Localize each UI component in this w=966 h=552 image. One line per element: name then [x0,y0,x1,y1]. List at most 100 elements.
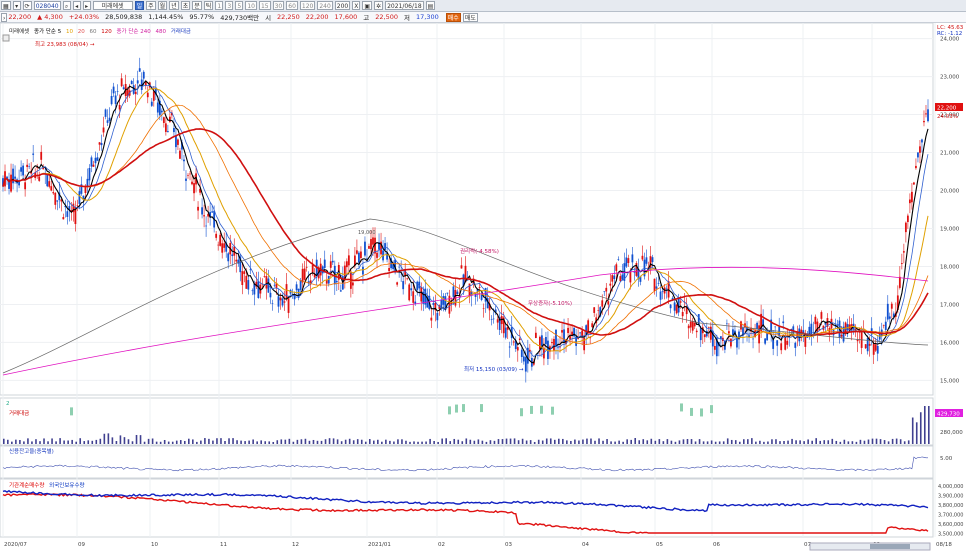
count-input[interactable]: 200 [334,1,351,10]
candle-body [776,340,779,346]
sub-indicators [2,456,929,534]
period-month[interactable]: 월 [157,1,168,10]
ma-40-line [2,104,929,345]
interval-10[interactable]: 10 [245,1,257,10]
volume-bar [453,438,456,444]
volume-bar [690,439,693,444]
volume-bar [7,439,9,444]
volume-bar [771,439,773,444]
candle-body [345,261,348,268]
quote-expand-icon[interactable]: › [1,12,8,22]
candle-body [522,356,525,362]
scrollbar-thumb[interactable] [870,544,910,549]
candle-body [325,279,328,284]
quote-ref1: 22,250 [277,13,300,21]
candle-body [923,120,925,123]
interval-120[interactable]: 120 [299,1,316,10]
period-tick[interactable]: 틱 [203,1,214,10]
volume-bar [55,441,57,444]
volume-pane[interactable] [0,397,934,446]
period-year[interactable]: 년 [169,1,179,10]
volume-bar [666,439,669,444]
ma-5-line [2,80,929,364]
volume-bar [461,441,464,444]
gear-icon[interactable]: ✲ [374,1,384,10]
volume-bar [606,439,608,444]
candle-body [593,307,596,313]
search-icon[interactable]: ⌕ [62,1,71,10]
interval-3[interactable]: 3 [225,1,234,10]
volume-bar [541,440,544,444]
candle-body [810,323,813,337]
next-icon[interactable]: ▸ [82,1,91,10]
foreign-pane[interactable] [0,478,934,538]
candle-body [512,341,515,343]
price-pane[interactable] [0,23,934,396]
candle-body [394,259,397,273]
volume-bar [823,440,826,444]
buy-button[interactable]: 매수 [445,12,461,22]
interval-1[interactable]: 1 [215,1,224,10]
price-pane-toggle-icon[interactable] [2,34,10,42]
interval-15[interactable]: 15 [258,1,271,10]
candle-body [106,120,109,123]
candle-body [104,109,107,117]
chart-type-icon[interactable]: ▾ [12,1,21,10]
credit-legend: 신용잔고율(종목별) [9,447,54,455]
stock-code-input[interactable]: 028040 [33,1,61,10]
candle-body [778,326,781,337]
volume-bar [449,441,452,444]
prev-icon[interactable]: ◂ [72,1,81,10]
candle-body [448,295,451,314]
refresh-icon[interactable]: ⟳ [22,1,32,10]
candle-body [699,328,702,341]
period-week[interactable]: 주 [146,1,156,10]
volume-bar [598,438,600,444]
sell-button[interactable]: 매도 [462,12,478,22]
candle-body [896,295,899,310]
lock-icon[interactable]: ▣ [362,1,373,10]
volume-bar [747,439,749,444]
volume-bar [228,438,230,444]
candle-body [874,344,877,351]
interval-30[interactable]: 30 [272,1,285,10]
period-minute[interactable]: 분 [192,1,202,10]
candle-body [404,269,407,277]
candle-body [364,241,366,256]
candle-body [388,268,390,272]
price-axis-tick: 21,000 [940,151,960,157]
interval-240[interactable]: 240 [317,1,333,10]
volume-bar [493,440,496,444]
candle-body [915,165,917,169]
volume-ma-bar [530,405,533,414]
candle-body [906,215,909,223]
calendar-icon[interactable]: ▤ [425,1,436,10]
volume-bar [147,438,150,444]
candle-body [832,329,835,336]
candle-body [76,205,79,207]
period-second[interactable]: 초 [180,1,191,10]
volume-bar [220,438,222,444]
interval-5[interactable]: 5 [235,1,244,10]
candle-body [132,85,135,94]
candle-body [309,280,312,283]
volume-bar [465,438,468,444]
date-input[interactable]: 2021/06/18 [385,1,424,10]
interval-60[interactable]: 60 [286,1,298,10]
volume-bar [143,441,146,444]
volume-bar [614,441,616,444]
candle-body [207,213,210,217]
chart-settings-icon[interactable]: ▦ [1,1,11,10]
stock-chart[interactable]: 미래에셋 종가 단순 5 10 20 60 120 종가 단순 240 480 … [0,23,966,552]
candle-body [440,299,443,308]
volume-bar [368,439,371,444]
credit-pane[interactable] [0,445,934,479]
candle-body [102,127,105,133]
volume-bar [288,438,291,444]
candle-body [639,276,642,282]
period-day[interactable]: 일 [134,1,145,10]
volume-bar [847,441,850,444]
candle-body [162,117,165,123]
date-axis-label: 04 [582,542,589,548]
zoom-button[interactable]: X [352,1,361,10]
